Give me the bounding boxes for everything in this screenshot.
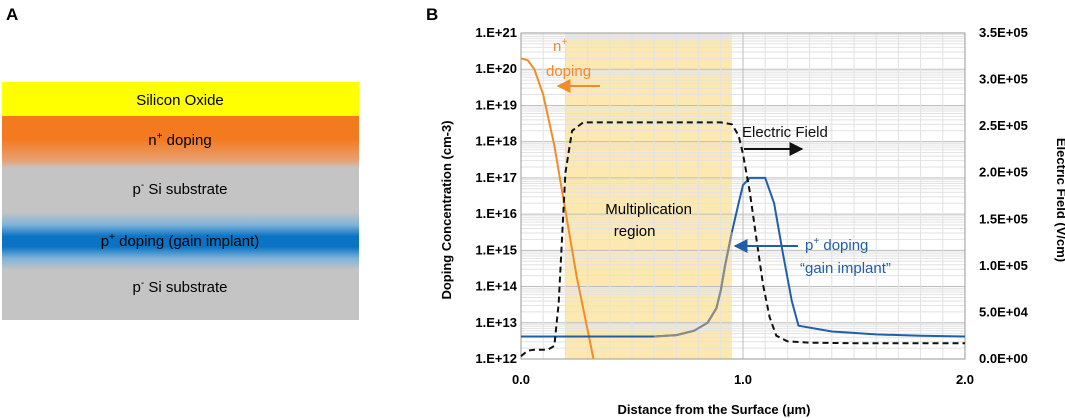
- y-right-tick-label: 3.5E+05: [979, 25, 1028, 40]
- layer-label-substrate-upper: p- Si substrate: [132, 180, 227, 198]
- y-axis-right-title: Electric Field (V/cm): [1054, 138, 1065, 262]
- y-right-tick-label: 0.0E+00: [979, 351, 1028, 366]
- plot-frame: [520, 32, 966, 360]
- layer-n-doping: [2, 116, 359, 168]
- layer-label-n-doping: n+ doping: [148, 131, 211, 149]
- panel-a: A Silicon Oxide n+ doping p- Si substrat…: [2, 5, 359, 320]
- x-tick-label: 2.0: [956, 372, 974, 387]
- y-left-tick-label: 1.E+17: [475, 170, 517, 185]
- x-tick-label: 0.0: [512, 372, 530, 387]
- series-line-gain-overlap: [654, 231, 733, 338]
- series-layer: [520, 57, 966, 360]
- series-line-n-doping: [520, 57, 595, 360]
- y-left-tick-label: 1.E+15: [475, 242, 517, 257]
- layer-label-oxide: Silicon Oxide: [136, 92, 224, 109]
- annotation-n-doping-line1: n+: [553, 37, 567, 55]
- series-line-electric-field: [520, 121, 965, 357]
- panel-a-label: A: [6, 5, 18, 24]
- panel-b-label: B: [426, 5, 438, 24]
- layer-substrate-lower: [2, 270, 359, 320]
- tick-labels: 1.E+12 1.E+13 1.E+14 1.E+15 1.E+16 1.E+17 1.E+…: [475, 25, 1028, 387]
- layer-silicon-oxide: [2, 82, 359, 116]
- y-left-tick-label: 1.E+16: [475, 206, 517, 221]
- y-axis-left-title: Doping Concentration (cm-3): [439, 120, 454, 299]
- y-left-tick-label: 1.E+21: [475, 25, 517, 40]
- layer-label-gain-implant: p+ doping (gain implant): [101, 232, 259, 250]
- multiplication-region: [565, 33, 732, 359]
- layer-substrate-upper: [2, 168, 359, 212]
- y-left-tick-label: 1.E+13: [475, 315, 517, 330]
- y-left-tick-label: 1.E+12: [475, 351, 517, 366]
- annotation-gain-line2: “gain implant”: [800, 260, 891, 277]
- multiplication-label-line1: Multiplication: [605, 201, 692, 218]
- y-right-tick-label: 3.0E+05: [979, 72, 1028, 87]
- y-right-tick-label: 2.0E+05: [979, 165, 1028, 180]
- layer-gain-implant: [2, 212, 359, 270]
- y-left-tick-label: 1.E+14: [475, 279, 517, 294]
- panel-b: B 1.E+121.E+131.E+141.E+151.E+161.E+171.…: [426, 5, 1065, 417]
- y-left-tick-label: 1.E+18: [475, 134, 517, 149]
- annotation-electric-field: Electric Field: [742, 124, 828, 141]
- gridlines: [520, 33, 966, 360]
- y-left-tick-label: 1.E+19: [475, 97, 517, 112]
- y-left-tick-label: 1.E+20: [475, 61, 517, 76]
- x-axis-title: Distance from the Surface (μm): [618, 402, 811, 417]
- y-right-tick-label: 1.5E+05: [979, 211, 1028, 226]
- annotation-gain-line1: p+ doping: [805, 236, 868, 254]
- y-right-tick-label: 5.0E+04: [979, 304, 1029, 319]
- y-right-tick-label: 1.0E+05: [979, 258, 1028, 273]
- layer-label-substrate-lower: p- Si substrate: [132, 278, 227, 296]
- y-right-tick-label: 2.5E+05: [979, 118, 1028, 133]
- x-tick-label: 1.0: [734, 372, 752, 387]
- annotation-n-doping-line2: doping: [546, 63, 591, 80]
- multiplication-label-line2: region: [614, 223, 656, 240]
